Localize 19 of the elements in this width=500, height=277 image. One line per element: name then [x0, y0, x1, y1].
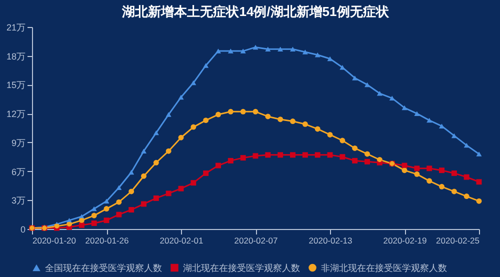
y-tick-label: 21万	[6, 22, 26, 32]
legend-label: 非湖北现在在接受医学观察人数	[321, 262, 447, 273]
y-tick-label: 18万	[6, 51, 26, 62]
x-tick-label: 2020-01-20	[32, 236, 76, 246]
chart-title: 湖北新增本土无症状14例/湖北新增51例无症状	[121, 4, 390, 19]
y-tick-label: 3万	[11, 196, 26, 206]
y-tick-label: 15万	[6, 80, 26, 90]
x-tick-label: 2020-02-13	[308, 236, 353, 246]
legend-label: 湖北现在在接受医学观察人数	[183, 262, 300, 273]
x-tick-label: 2020-01-26	[85, 236, 130, 246]
x-tick-label: 2020-02-19	[383, 236, 428, 246]
x-tick-label: 2020-02-25	[436, 236, 480, 246]
x-tick-label: 2020-02-01	[160, 236, 204, 246]
x-tick-label: 2020-02-07	[234, 236, 278, 246]
legend-label: 全国现在在接受医学观察人数	[45, 262, 162, 273]
y-tick-label: 9万	[11, 138, 26, 148]
y-tick-label: 12万	[6, 109, 26, 120]
y-tick-label: 6万	[11, 166, 26, 177]
y-tick-label: 0	[20, 224, 26, 234]
